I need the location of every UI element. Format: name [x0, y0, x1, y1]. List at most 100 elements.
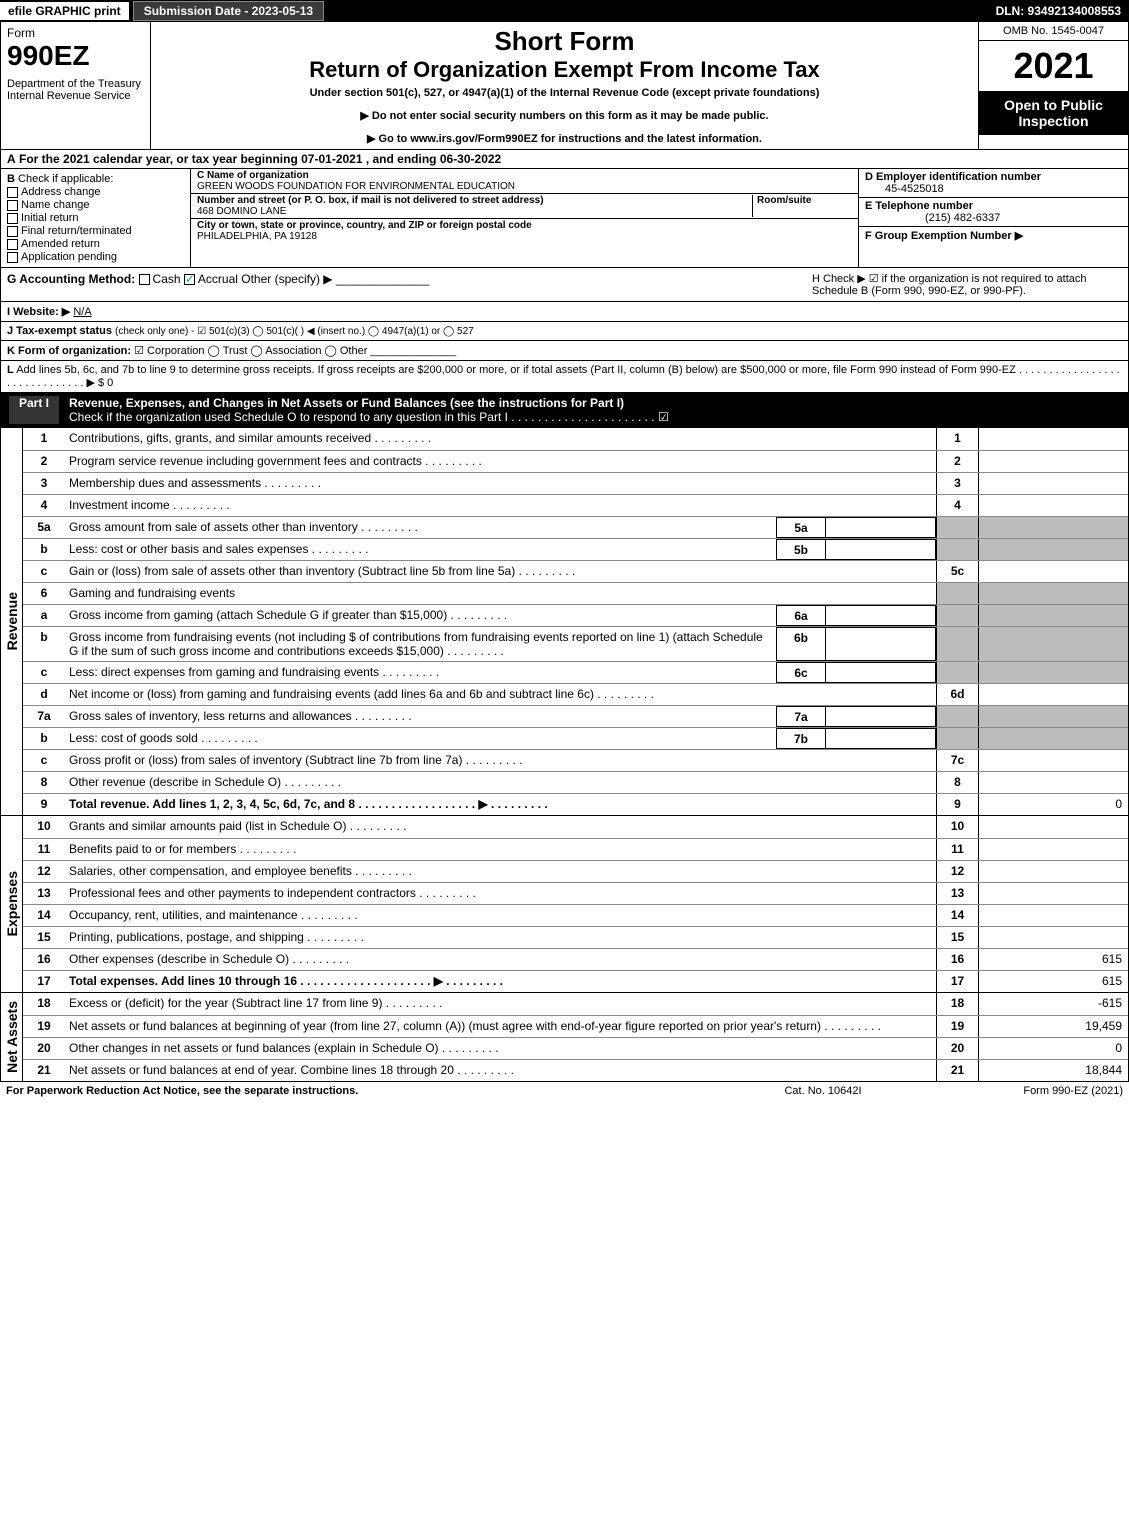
line-num: 12 — [23, 861, 65, 882]
revenue-label: Revenue — [4, 592, 20, 650]
right-val — [978, 750, 1128, 771]
chk-pending[interactable]: Application pending — [7, 251, 184, 263]
right-val — [978, 883, 1128, 904]
line-16: 16Other expenses (describe in Schedule O… — [23, 948, 1128, 970]
right-num: 4 — [936, 495, 978, 516]
right-val — [978, 927, 1128, 948]
right-val: 19,459 — [978, 1016, 1128, 1037]
l-label: L — [7, 364, 14, 376]
line-text: Investment income . . . . . . . . . — [65, 495, 936, 516]
line-text: Gaming and fundraising events — [65, 583, 936, 604]
open-inspection: Open to Public Inspection — [979, 91, 1128, 135]
line-num: 3 — [23, 473, 65, 494]
header-right: OMB No. 1545-0047 2021 Open to Public In… — [978, 22, 1128, 149]
right-num — [936, 706, 978, 727]
col-c: C Name of organizationGREEN WOODS FOUNDA… — [191, 169, 858, 267]
tel-label: E Telephone number — [865, 200, 973, 212]
line-text: Gross amount from sale of assets other t… — [65, 517, 776, 538]
line-text: Printing, publications, postage, and shi… — [65, 927, 936, 948]
chk-final[interactable]: Final return/terminated — [7, 225, 184, 237]
goto-text[interactable]: ▶ Go to www.irs.gov/Form990EZ for instru… — [367, 133, 762, 145]
line-a: aGross income from gaming (attach Schedu… — [23, 604, 1128, 626]
line-num: 1 — [23, 428, 65, 450]
efile-label[interactable]: efile GRAPHIC print — [0, 2, 129, 20]
line-num: c — [23, 750, 65, 771]
expenses-section: Expenses 10Grants and similar amounts pa… — [0, 816, 1129, 993]
right-val — [978, 861, 1128, 882]
chk-cash[interactable] — [139, 274, 150, 285]
line-num: 15 — [23, 927, 65, 948]
line-text: Professional fees and other payments to … — [65, 883, 936, 904]
chk-address[interactable]: Address change — [7, 186, 184, 198]
form-label: Form — [7, 26, 144, 40]
right-val — [978, 473, 1128, 494]
block-bcd: B Check if applicable: Address change Na… — [0, 169, 1129, 268]
line-15: 15Printing, publications, postage, and s… — [23, 926, 1128, 948]
line-8: 8Other revenue (describe in Schedule O) … — [23, 771, 1128, 793]
footer-left: For Paperwork Reduction Act Notice, see … — [6, 1085, 723, 1097]
line-1: 1Contributions, gifts, grants, and simil… — [23, 428, 1128, 450]
row-a-text: For the 2021 calendar year, or tax year … — [19, 152, 501, 166]
chk-amended[interactable]: Amended return — [7, 238, 184, 250]
dln: DLN: 93492134008553 — [996, 4, 1129, 18]
subline-val — [826, 662, 936, 683]
subline-val — [826, 706, 936, 727]
right-val — [978, 816, 1128, 838]
submission-date: Submission Date - 2023-05-13 — [133, 1, 324, 21]
right-val — [978, 627, 1128, 661]
line-17: 17Total expenses. Add lines 10 through 1… — [23, 970, 1128, 992]
website: N/A — [73, 306, 91, 318]
line-num: 2 — [23, 451, 65, 472]
line-text: Salaries, other compensation, and employ… — [65, 861, 936, 882]
city: PHILADELPHIA, PA 19128 — [197, 231, 317, 242]
right-num: 8 — [936, 772, 978, 793]
form-number: 990EZ — [7, 40, 144, 72]
line-21: 21Net assets or fund balances at end of … — [23, 1059, 1128, 1081]
right-num: 2 — [936, 451, 978, 472]
line-13: 13Professional fees and other payments t… — [23, 882, 1128, 904]
netassets-section: Net Assets 18Excess or (deficit) for the… — [0, 993, 1129, 1082]
right-val — [978, 662, 1128, 683]
subline-val — [826, 539, 936, 560]
right-val — [978, 684, 1128, 705]
chk-name[interactable]: Name change — [7, 199, 184, 211]
line-num: 17 — [23, 971, 65, 992]
right-val: 615 — [978, 971, 1128, 992]
line-2: 2Program service revenue including gover… — [23, 450, 1128, 472]
row-j: J Tax-exempt status (check only one) - ☑… — [0, 322, 1129, 341]
j-label: J Tax-exempt status — [7, 325, 112, 337]
right-val: 0 — [978, 794, 1128, 815]
line-3: 3Membership dues and assessments . . . .… — [23, 472, 1128, 494]
subline-val — [826, 605, 936, 626]
right-num: 15 — [936, 927, 978, 948]
h-check: H Check ▶ ☑ if the organization is not r… — [812, 272, 1122, 297]
note-ssn: ▶ Do not enter social security numbers o… — [161, 109, 968, 122]
right-num: 18 — [936, 993, 978, 1015]
right-val — [978, 495, 1128, 516]
other-specify: Other (specify) ▶ — [241, 272, 332, 286]
subline-num: 6a — [776, 605, 826, 626]
right-num: 9 — [936, 794, 978, 815]
right-num: 19 — [936, 1016, 978, 1037]
right-val — [978, 583, 1128, 604]
line-18: 18Excess or (deficit) for the year (Subt… — [23, 993, 1128, 1015]
right-num — [936, 605, 978, 626]
line-text: Program service revenue including govern… — [65, 451, 936, 472]
row-a-label: A — [7, 152, 16, 166]
line-text: Less: cost of goods sold . . . . . . . .… — [65, 728, 776, 749]
line-c: cGain or (loss) from sale of assets othe… — [23, 560, 1128, 582]
line-9: 9Total revenue. Add lines 1, 2, 3, 4, 5c… — [23, 793, 1128, 815]
part1-header: Part I Revenue, Expenses, and Changes in… — [0, 393, 1129, 428]
chk-initial[interactable]: Initial return — [7, 212, 184, 224]
line-text: Occupancy, rent, utilities, and maintena… — [65, 905, 936, 926]
b-label: B — [7, 173, 15, 185]
right-num — [936, 662, 978, 683]
right-num: 5c — [936, 561, 978, 582]
line-text: Gross income from fundraising events (no… — [65, 627, 776, 661]
right-val — [978, 905, 1128, 926]
chk-accrual[interactable] — [184, 274, 195, 285]
right-val — [978, 517, 1128, 538]
line-num: 10 — [23, 816, 65, 838]
grp-label: F Group Exemption Number ▶ — [865, 230, 1023, 242]
line-text: Other expenses (describe in Schedule O) … — [65, 949, 936, 970]
